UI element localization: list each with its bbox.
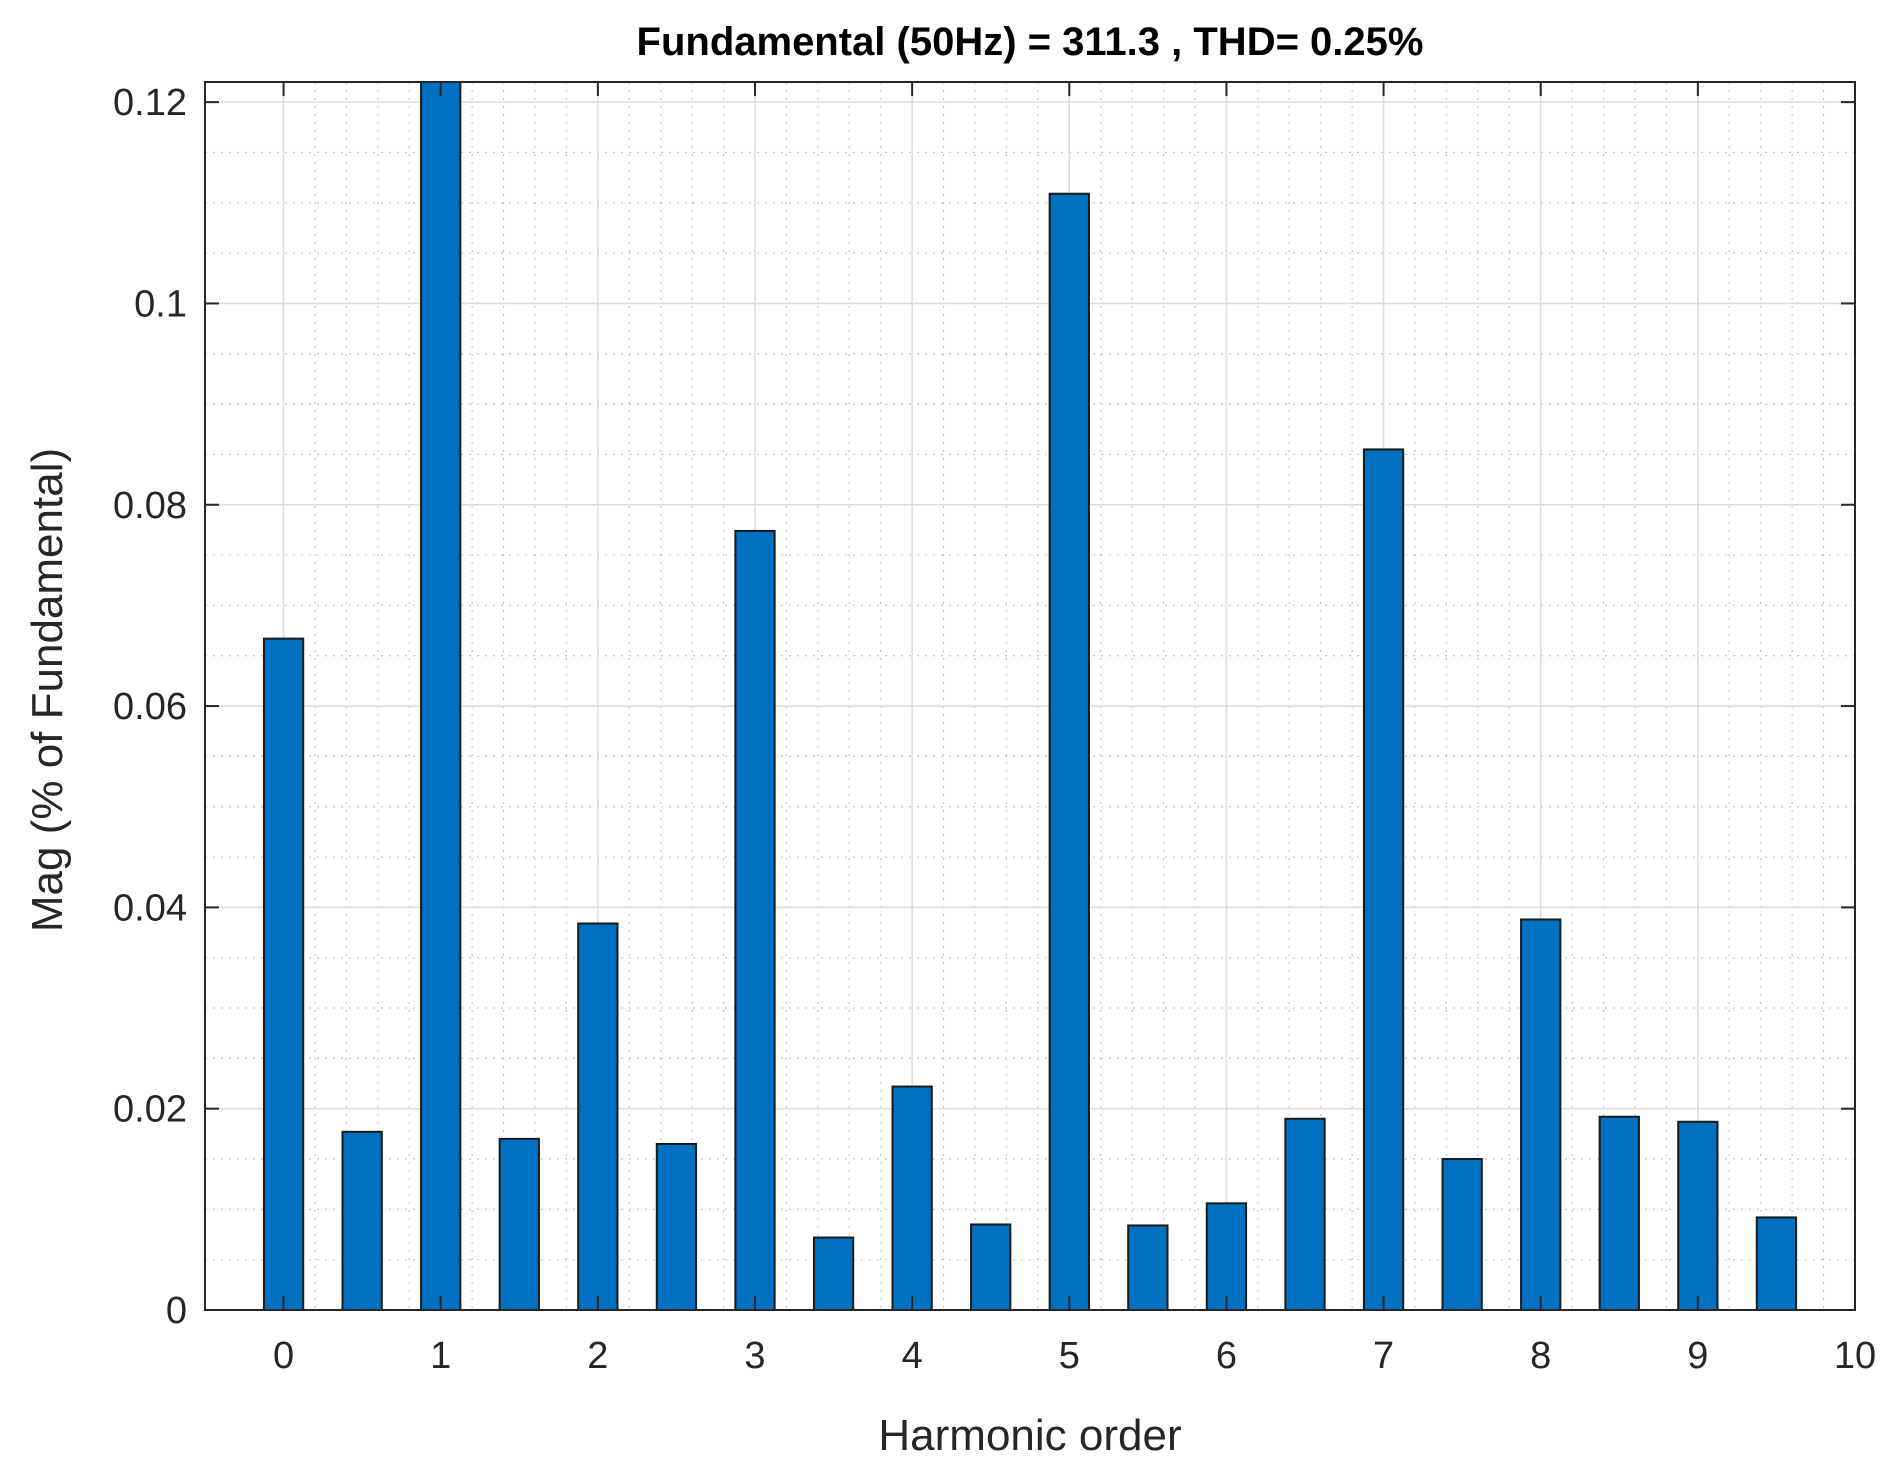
x-tick-label: 9 [1687,1335,1708,1377]
x-tick-label: 2 [587,1335,608,1377]
x-tick-label: 7 [1373,1335,1394,1377]
bar-h6 [1205,1202,1248,1310]
y-tick-label: 0.12 [113,82,187,124]
y-tick-label: 0.1 [134,283,187,325]
bar-h4.5 [970,1223,1012,1310]
y-tick-label: 0.08 [113,485,187,527]
x-tick-label: 10 [1834,1335,1876,1377]
bar-h3.5 [812,1236,855,1310]
bar-h7.5 [1441,1158,1483,1310]
bar-h2 [577,922,619,1310]
x-tick-label: 4 [902,1335,923,1377]
bar-h2.5 [655,1142,698,1310]
x-tick-label: 1 [430,1335,451,1377]
x-tick-label: 0 [273,1335,294,1377]
tick-marks [205,82,1856,1311]
y-tick-label: 0.02 [113,1089,187,1131]
y-tick-label: 0.06 [113,686,187,728]
bar-h5 [1048,192,1090,1310]
bar-h0 [262,637,305,1310]
axes-frame [204,81,1856,1311]
x-tick-label: 3 [744,1335,765,1377]
bar-h0.5 [341,1130,383,1310]
bar-h9.5 [1755,1216,1798,1310]
x-tick-label: 5 [1059,1335,1080,1377]
bar-h4 [891,1085,933,1310]
bar-series [262,82,1798,1310]
bar-h9 [1677,1120,1719,1310]
bar-h6.5 [1284,1117,1326,1310]
x-axis-label: Harmonic order [878,1411,1181,1460]
bar-h1 [420,82,462,1310]
x-tick-labels: 0 1 2 3 4 5 6 7 8 9 10 [273,1335,1876,1377]
plot-area [204,81,1856,1311]
x-tick-label: 8 [1530,1335,1551,1377]
x-tick-label: 6 [1216,1335,1237,1377]
y-tick-label: 0 [166,1290,187,1332]
bar-h8.5 [1598,1115,1640,1310]
y-axis-label: Mag (% of Fundamental) [23,448,72,932]
y-tick-label: 0.04 [113,887,187,929]
chart-title: Fundamental (50Hz) = 311.3 , THD= 0.25% [637,20,1424,64]
y-tick-labels: 0 0.02 0.04 0.06 0.08 0.1 0.12 [113,82,187,1332]
bar-h5.5 [1127,1224,1169,1310]
bar-h8 [1520,918,1562,1310]
bar-h7 [1362,448,1405,1310]
bar-h1.5 [498,1137,540,1310]
bar-h3 [734,529,776,1310]
minor-grid [205,82,1855,1310]
axes-background [205,82,1855,1310]
